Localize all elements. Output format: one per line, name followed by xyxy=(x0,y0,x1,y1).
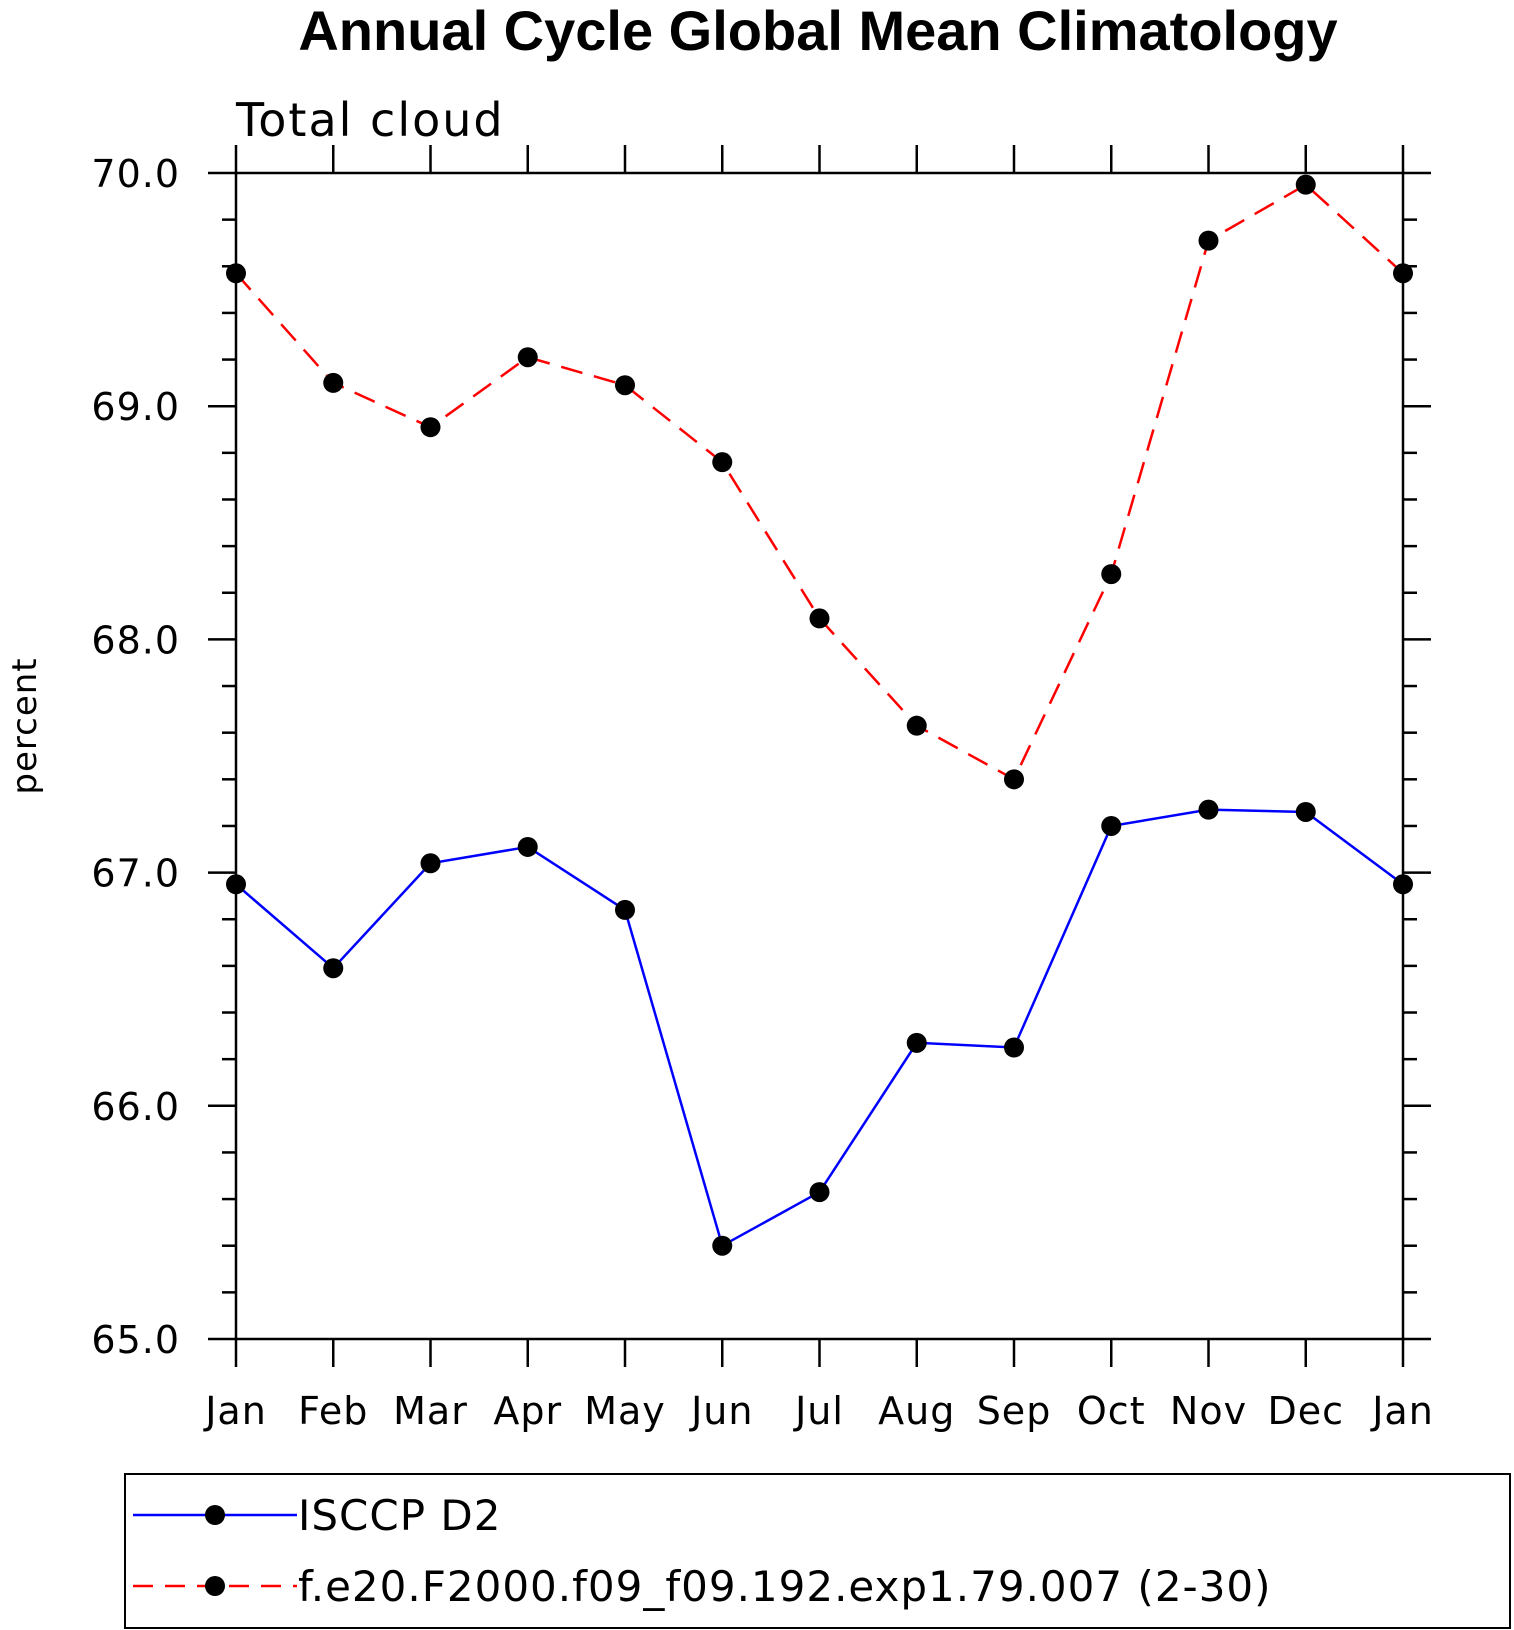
x-tick-label: Jul xyxy=(793,1389,844,1433)
y-axis-ticks: 65.0 66.0 67.0 68.0 69.0 70.0 xyxy=(91,152,1431,1362)
data-point-0-6 xyxy=(809,1182,830,1203)
x-tick-label: Nov xyxy=(1170,1389,1247,1433)
data-point-1-12 xyxy=(1393,263,1413,284)
x-tick-label: Oct xyxy=(1077,1389,1146,1433)
legend-marker-model xyxy=(205,1576,225,1596)
x-tick-label: Feb xyxy=(298,1389,368,1433)
data-point-0-8 xyxy=(1004,1037,1024,1058)
data-point-1-2 xyxy=(420,417,441,438)
series-line-0 xyxy=(235,808,1404,1248)
y-tick-label: 69.0 xyxy=(91,385,180,429)
axes xyxy=(234,171,1405,1341)
plot-frame xyxy=(234,171,1405,1341)
data-point-0-9 xyxy=(1101,815,1122,836)
legend-label-isccp: ISCCP D2 xyxy=(298,1491,501,1540)
y-tick-label: 70.0 xyxy=(91,152,180,196)
x-tick-label: Jan xyxy=(1370,1389,1434,1433)
data-point-0-7 xyxy=(906,1032,927,1053)
data-point-1-9 xyxy=(1101,564,1122,585)
data-point-1-4 xyxy=(615,375,635,396)
data-point-1-10 xyxy=(1198,230,1219,251)
data-point-0-5 xyxy=(712,1235,733,1256)
legend-label-model: f.e20.F2000.f09_f09.192.exp1.79.007 (2-3… xyxy=(298,1562,1272,1611)
y-tick-label: 65.0 xyxy=(91,1318,180,1362)
data-point-0-1 xyxy=(323,958,344,979)
chart-subtitle: Total cloud xyxy=(235,93,505,147)
chart-title: Annual Cycle Global Mean Climatology xyxy=(298,0,1337,62)
data-point-1-3 xyxy=(517,347,538,368)
x-tick-label: Mar xyxy=(393,1389,468,1433)
data-point-1-6 xyxy=(809,608,830,629)
x-tick-label: Sep xyxy=(977,1389,1052,1433)
y-tick-label: 68.0 xyxy=(91,618,180,662)
x-tick-label: Aug xyxy=(878,1389,955,1433)
data-point-1-11 xyxy=(1295,174,1316,195)
data-point-0-3 xyxy=(517,836,538,857)
data-point-0-10 xyxy=(1198,799,1219,820)
y-tick-label: 67.0 xyxy=(91,852,180,896)
legend-box xyxy=(124,1473,1511,1629)
data-point-0-2 xyxy=(420,853,441,874)
legend: ISCCP D2 f.e20.F2000.f09_f09.192.exp1.79… xyxy=(124,1473,1511,1629)
legend-marker-isccp xyxy=(205,1505,225,1525)
data-point-0-12 xyxy=(1393,874,1413,895)
y-tick-label: 66.0 xyxy=(91,1085,180,1129)
data-point-1-5 xyxy=(712,452,733,473)
data-point-0-11 xyxy=(1295,801,1316,822)
series-line-1 xyxy=(235,183,1404,782)
x-tick-label: Jun xyxy=(689,1389,753,1433)
x-axis-ticks: Jan Feb Mar Apr May Jun Jul Aug Sep Oct Nov Dec Jan xyxy=(203,145,1434,1433)
data-point-1-1 xyxy=(323,372,344,393)
data-point-1-7 xyxy=(906,715,927,736)
x-tick-label: May xyxy=(584,1389,666,1433)
data-point-1-8 xyxy=(1004,769,1024,790)
data-point-0-0 xyxy=(226,874,246,895)
y-axis-label: percent xyxy=(5,657,45,794)
x-tick-label: Dec xyxy=(1267,1389,1344,1433)
data-point-1-0 xyxy=(226,263,246,284)
data-point-0-4 xyxy=(615,899,635,920)
series-layer xyxy=(226,174,1413,1256)
x-tick-label: Apr xyxy=(493,1389,562,1433)
x-tick-label: Jan xyxy=(203,1389,267,1433)
